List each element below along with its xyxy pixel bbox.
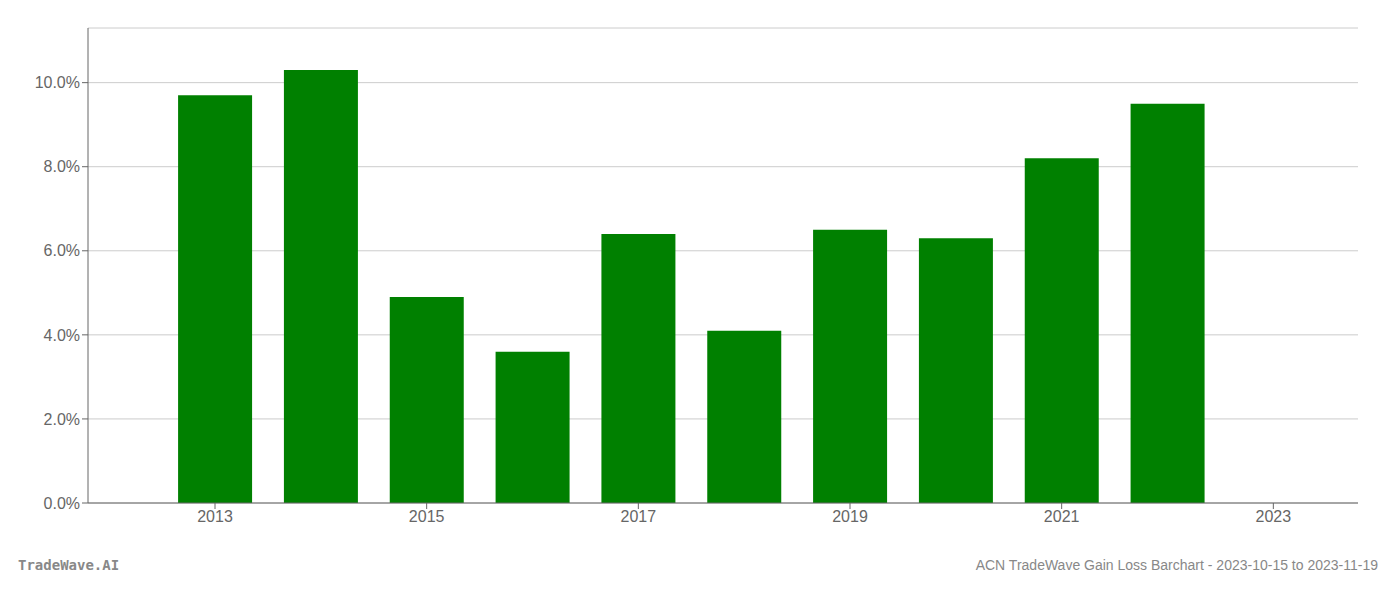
svg-text:8.0%: 8.0% [44,158,80,175]
svg-text:10.0%: 10.0% [35,74,80,91]
html-text:ACN TradeWave Gain Loss Barcha: ACN TradeWave Gain Loss Barchart - 2023-… [975,557,1378,573]
svg-text:2021: 2021 [1044,508,1080,525]
svg-text:0.0%: 0.0% [44,495,80,512]
svg-text:4.0%: 4.0% [44,327,80,344]
svg-text:2017: 2017 [621,508,657,525]
svg-text:2.0%: 2.0% [44,411,80,428]
svg-text:2013: 2013 [197,508,233,525]
svg-text:2015: 2015 [409,508,445,525]
svg-text:2023: 2023 [1256,508,1292,525]
svg-text:6.0%: 6.0% [44,242,80,259]
svg-text:2019: 2019 [832,508,868,525]
html-text:TradeWave.AI: TradeWave.AI [18,557,120,573]
